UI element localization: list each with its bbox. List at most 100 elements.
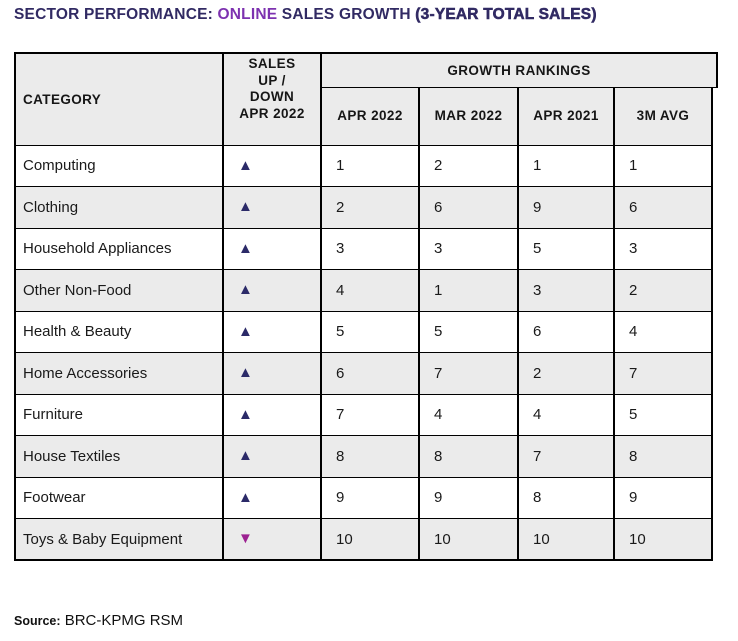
trend-up-icon: ▲	[238, 239, 253, 257]
source-note: Source: BRC-KPMG RSM	[14, 612, 183, 629]
table-row: Other Non-Food ▲ 4 1 3 2	[14, 269, 713, 312]
rank-3m-avg: 8	[613, 435, 713, 478]
column-header-mar-2022: MAR 2022	[418, 85, 519, 146]
rank-mar-2022: 2	[418, 144, 519, 187]
trend-cell: ▲	[222, 144, 322, 187]
rank-apr-2021: 2	[517, 352, 615, 395]
rank-mar-2022: 10	[418, 518, 519, 561]
table-row: Furniture ▲ 7 4 4 5	[14, 393, 713, 436]
rank-3m-avg: 6	[613, 186, 713, 229]
table-row: Home Accessories ▲ 6 7 2 7	[14, 352, 713, 395]
sector-performance-table: CATEGORY SALES UP / DOWN APR 2022 APR 20…	[14, 52, 713, 561]
table-row: Footwear ▲ 9 9 8 9	[14, 476, 713, 519]
trend-up-icon: ▲	[238, 322, 253, 340]
rank-apr-2022: 10	[320, 518, 420, 561]
category-cell: Home Accessories	[14, 352, 224, 395]
rank-3m-avg: 7	[613, 352, 713, 395]
table-row: House Textiles ▲ 8 8 7 8	[14, 435, 713, 478]
trend-cell: ▲	[222, 476, 322, 519]
category-cell: Household Appliances	[14, 227, 224, 270]
rank-mar-2022: 9	[418, 476, 519, 519]
rank-apr-2022: 4	[320, 269, 420, 312]
title-highlight: ONLINE	[217, 6, 278, 23]
trend-cell: ▼	[222, 518, 322, 561]
trend-cell: ▲	[222, 435, 322, 478]
trend-up-icon: ▲	[238, 488, 253, 506]
trend-cell: ▲	[222, 352, 322, 395]
rank-apr-2021: 8	[517, 476, 615, 519]
rank-3m-avg: 4	[613, 310, 713, 353]
rank-apr-2021: 3	[517, 269, 615, 312]
rank-apr-2022: 8	[320, 435, 420, 478]
rank-apr-2021: 10	[517, 518, 615, 561]
category-cell: Toys & Baby Equipment	[14, 518, 224, 561]
page-title: SECTOR PERFORMANCE: ONLINE SALES GROWTH …	[14, 6, 597, 24]
rank-apr-2022: 6	[320, 352, 420, 395]
rank-mar-2022: 3	[418, 227, 519, 270]
rank-apr-2022: 7	[320, 393, 420, 436]
trend-down-icon: ▼	[238, 530, 253, 547]
rank-3m-avg: 5	[613, 393, 713, 436]
category-cell: Footwear	[14, 476, 224, 519]
rank-3m-avg: 2	[613, 269, 713, 312]
rank-apr-2021: 9	[517, 186, 615, 229]
rank-mar-2022: 7	[418, 352, 519, 395]
rank-apr-2022: 3	[320, 227, 420, 270]
table-body: Computing ▲ 1 2 1 1 Clothing ▲ 2 6 9 6 H…	[14, 144, 713, 561]
rank-apr-2021: 1	[517, 144, 615, 187]
header-row-columns: APR 2022 MAR 2022 APR 2021 3M AVG	[15, 85, 713, 146]
rank-mar-2022: 8	[418, 435, 519, 478]
rank-apr-2021: 5	[517, 227, 615, 270]
rank-3m-avg: 10	[613, 518, 713, 561]
table-row: Health & Beauty ▲ 5 5 6 4	[14, 310, 713, 353]
rank-3m-avg: 9	[613, 476, 713, 519]
trend-up-icon: ▲	[238, 364, 253, 382]
title-part2: SALES GROWTH	[277, 6, 416, 23]
growth-rankings-header-overlay: GROWTH RANKINGS	[320, 52, 718, 88]
table-row: Computing ▲ 1 2 1 1	[14, 144, 713, 187]
trend-cell: ▲	[222, 227, 322, 270]
rank-apr-2021: 6	[517, 310, 615, 353]
category-cell: Computing	[14, 144, 224, 187]
trend-up-icon: ▲	[238, 447, 253, 465]
trend-cell: ▲	[222, 269, 322, 312]
category-cell: Health & Beauty	[14, 310, 224, 353]
trend-up-icon: ▲	[238, 405, 253, 423]
rank-apr-2022: 9	[320, 476, 420, 519]
column-header-3m-avg: 3M AVG	[613, 85, 713, 146]
rank-mar-2022: 5	[418, 310, 519, 353]
trend-up-icon: ▲	[238, 198, 253, 216]
table-row: Household Appliances ▲ 3 3 5 3	[14, 227, 713, 270]
title-emphasis: (3-YEAR TOTAL SALES)	[415, 6, 597, 24]
column-header-apr-2022: APR 2022	[320, 85, 420, 146]
trend-cell: ▲	[222, 393, 322, 436]
rank-mar-2022: 6	[418, 186, 519, 229]
rank-apr-2022: 2	[320, 186, 420, 229]
trend-cell: ▲	[222, 310, 322, 353]
category-cell: Furniture	[14, 393, 224, 436]
trend-up-icon: ▲	[238, 156, 253, 174]
table-row: Toys & Baby Equipment ▼ 10 10 10 10	[14, 518, 713, 561]
sales-up-down-column-header: SALES UP / DOWN APR 2022	[222, 52, 322, 146]
rank-3m-avg: 3	[613, 227, 713, 270]
rank-apr-2021: 7	[517, 435, 615, 478]
category-cell: House Textiles	[14, 435, 224, 478]
title-part1: SECTOR PERFORMANCE:	[14, 6, 218, 23]
trend-cell: ▲	[222, 186, 322, 229]
source-label: Source:	[14, 614, 61, 628]
rank-mar-2022: 1	[418, 269, 519, 312]
rank-3m-avg: 1	[613, 144, 713, 187]
rank-apr-2022: 1	[320, 144, 420, 187]
category-cell: Clothing	[14, 186, 224, 229]
rank-apr-2022: 5	[320, 310, 420, 353]
sales-up-down-label: SALES UP / DOWN APR 2022	[239, 56, 305, 121]
column-header-apr-2021: APR 2021	[517, 85, 615, 146]
rank-apr-2021: 4	[517, 393, 615, 436]
table-row: Clothing ▲ 2 6 9 6	[14, 186, 713, 229]
category-column-header: CATEGORY	[14, 52, 224, 146]
trend-up-icon: ▲	[238, 281, 253, 299]
category-cell: Other Non-Food	[14, 269, 224, 312]
source-text: BRC-KPMG RSM	[60, 612, 184, 629]
rank-mar-2022: 4	[418, 393, 519, 436]
